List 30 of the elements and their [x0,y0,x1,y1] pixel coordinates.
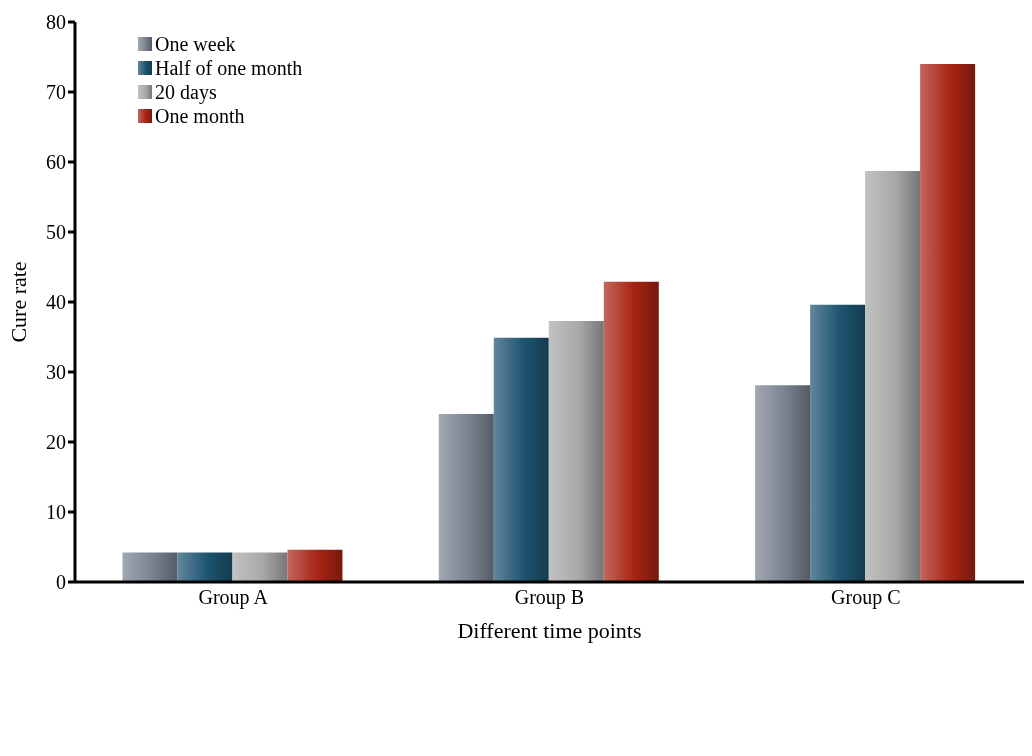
y-tick-label: 20 [46,431,66,454]
bar [177,552,233,582]
y-tick-label: 70 [46,81,66,104]
bar [920,64,976,582]
y-tick-label: 60 [46,151,66,174]
bar [232,552,288,582]
bar [865,171,921,582]
legend-label: One week [155,32,236,56]
legend-label: 20 days [155,80,217,104]
legend-label: Half of one month [155,56,303,80]
legend-label: One month [155,104,245,128]
bar [755,385,811,582]
y-tick-label: 50 [46,221,66,244]
x-tick-label: Group C [831,586,901,610]
bar [438,414,494,582]
y-tick-label: 30 [46,361,66,384]
y-axis-title: Cure rate [5,261,31,343]
bar [810,304,866,582]
bar [287,549,343,582]
y-tick-label: 10 [46,501,66,524]
bar [548,320,604,582]
bar [493,337,549,582]
bar [603,281,659,582]
x-tick-label: Group A [198,586,269,610]
y-tick-label: 0 [56,571,66,594]
x-axis-title: Different time points [457,618,642,643]
y-tick-label: 40 [46,291,66,314]
bar [122,552,178,582]
x-tick-label: Group B [514,586,585,610]
y-tick-label: 80 [46,11,66,34]
